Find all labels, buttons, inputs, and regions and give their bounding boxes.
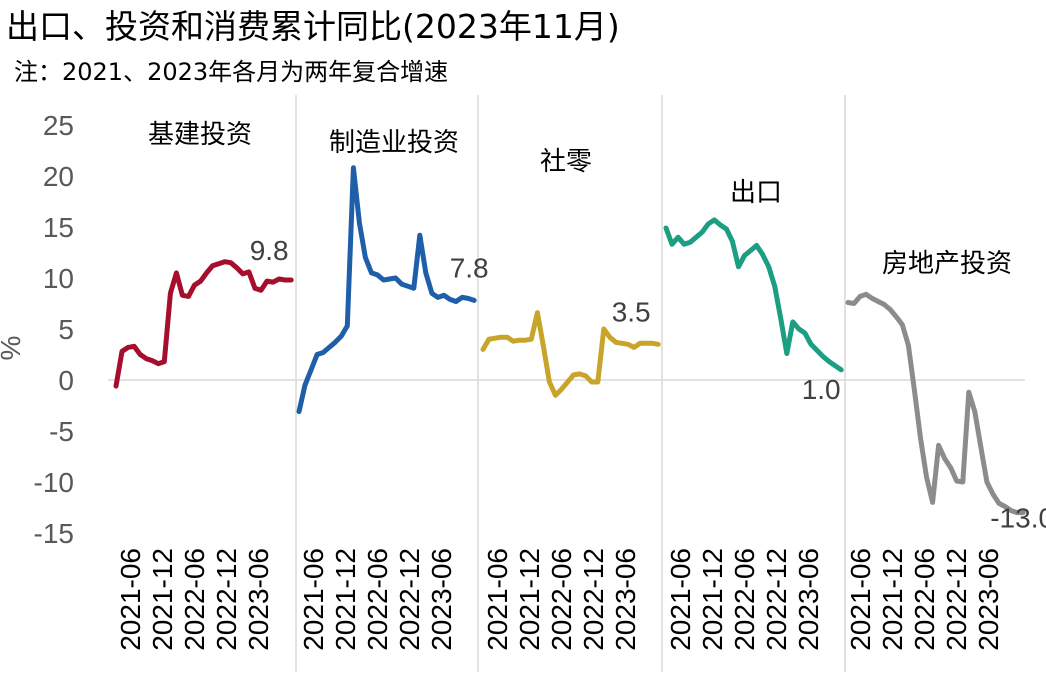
x-tick-label: 2023-06 — [243, 548, 274, 651]
x-tick-label: 2022-06 — [909, 548, 940, 651]
panel-label: 制造业投资 — [329, 128, 459, 158]
y-tick-label: 0 — [58, 365, 74, 396]
y-tick-label: 5 — [58, 314, 74, 345]
x-tick-label: 2022-06 — [546, 548, 577, 651]
y-tick-label: 10 — [43, 263, 74, 294]
end-value-label: 7.8 — [450, 252, 489, 283]
end-value-label: -13.0 — [990, 503, 1046, 534]
x-tick-label: 2022-12 — [394, 548, 425, 651]
end-value-label: 1.0 — [802, 374, 841, 405]
x-tick-label: 2021-12 — [697, 548, 728, 651]
y-tick-label: 20 — [43, 161, 74, 192]
panel-label: 基建投资 — [148, 120, 252, 150]
x-tick-label: 2022-12 — [941, 548, 972, 651]
x-tick-label: 2023-06 — [610, 548, 641, 651]
series-line — [113, 259, 294, 389]
x-tick-label: 2021-12 — [330, 548, 361, 651]
x-tick-label: 2021-06 — [845, 548, 876, 651]
panel-label: 房地产投资 — [882, 249, 1012, 279]
x-tick-label: 2023-06 — [793, 548, 824, 651]
series-panel: 基建投资 9.8 2021-06 2021-12 2022-06 2022-12 2023-… — [113, 120, 294, 651]
series-line — [296, 165, 477, 415]
x-tick-label: 2021-06 — [482, 548, 513, 651]
panel-label: 社零 — [540, 147, 592, 177]
x-tick-label: 2022-12 — [578, 548, 609, 651]
series-line — [480, 310, 661, 398]
x-tick-label: 2021-06 — [115, 548, 146, 651]
x-tick-label: 2022-12 — [211, 548, 242, 651]
y-axis: 25 20 15 10 5 0 -5 -10 -15 — [34, 110, 74, 549]
y-axis-label: % — [0, 336, 26, 361]
x-tick-label: 2022-06 — [179, 548, 210, 651]
end-value-label: 9.8 — [250, 235, 289, 266]
x-tick-label: 2021-06 — [665, 548, 696, 651]
end-value-label: 3.5 — [612, 296, 651, 327]
y-tick-label: 25 — [43, 110, 74, 141]
x-tick-label: 2022-06 — [729, 548, 760, 651]
series-line — [845, 291, 1026, 516]
y-tick-label: -10 — [34, 467, 74, 498]
series-line — [663, 217, 844, 373]
panel-label: 出口 — [730, 178, 782, 208]
series-panel: 社零 3.5 2021-06 2021-12 2022-06 2022-12 2023-06 — [480, 147, 661, 651]
x-tick-label: 2021-12 — [147, 548, 178, 651]
x-tick-label: 2021-12 — [877, 548, 908, 651]
x-tick-label: 2023-06 — [426, 548, 457, 651]
x-tick-label: 2022-12 — [761, 548, 792, 651]
y-tick-label: -15 — [34, 518, 74, 549]
y-tick-label: -5 — [49, 416, 74, 447]
x-tick-label: 2021-06 — [298, 548, 329, 651]
x-tick-label: 2023-06 — [973, 548, 1004, 651]
chart-title: 出口、投资和消费累计同比(2023年11月) — [6, 7, 620, 46]
series-panel: 房地产投资 -13.0 2021-062021-122022-062022-1220… — [845, 249, 1046, 651]
x-tick-label: 2021-12 — [514, 548, 545, 651]
series-panel: 制造业投资 7.8 2021-06 2021-12 2022-06 2022-12 2023… — [296, 128, 489, 651]
x-tick-label: 2022-06 — [362, 548, 393, 651]
chart-subtitle: 注：2021、2023年各月为两年复合增速 — [14, 58, 448, 86]
y-tick-label: 15 — [43, 212, 74, 243]
series-panel: 出口 1.0 2021-06 2021-12 2022-06 2022-12 2023-06 — [663, 178, 844, 651]
